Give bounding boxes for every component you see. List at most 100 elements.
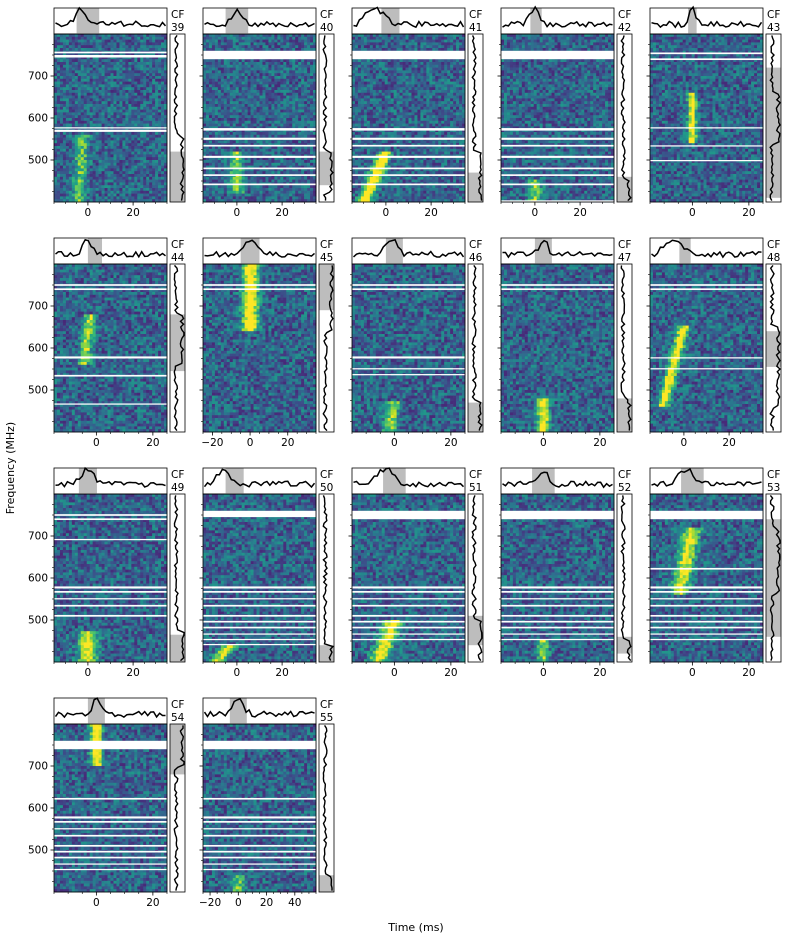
heatmap-cell [54,160,57,163]
heatmap-cell [113,188,116,191]
flagged-channel-band [54,127,167,128]
heatmap-cell [125,171,128,174]
heatmap-cell [84,98,87,101]
heatmap-cell [75,154,78,157]
heatmap-cell [143,112,146,115]
heatmap-cell [122,104,125,107]
heatmap-cell [137,163,140,166]
heatmap-cell [251,90,254,93]
heatmap-cell [75,96,78,99]
heatmap-cell [63,79,66,82]
heatmap-cell [87,112,90,115]
heatmap-cell [307,107,310,110]
heatmap-cell [60,118,63,121]
heatmap-cell [307,98,310,101]
heatmap-cell [134,76,137,79]
heatmap-cell [149,143,152,146]
heatmap-cell [78,42,81,45]
heatmap-cell [209,118,212,121]
heatmap-cell [143,124,146,127]
heatmap-cell [236,59,239,62]
heatmap-cell [242,76,245,79]
heatmap-cell [298,70,301,73]
heatmap-cell [66,135,69,138]
heatmap-cell [75,135,78,138]
heatmap-cell [248,45,251,48]
heatmap-cell [113,180,116,183]
heatmap-cell [75,188,78,191]
heatmap-cell [99,171,102,174]
heatmap-cell [87,121,90,124]
heatmap-cell [277,59,280,62]
heatmap-cell [69,166,72,169]
heatmap-cell [155,124,158,127]
heatmap-cell [69,191,72,194]
heatmap-cell [54,171,57,174]
heatmap-cell [119,84,122,87]
heatmap-cell [131,171,134,174]
heatmap-cell [99,132,102,135]
heatmap-cell [254,98,257,101]
heatmap-cell [295,112,298,115]
heatmap-cell [239,48,242,51]
heatmap-cell [242,65,245,68]
heatmap-cell [72,93,75,96]
heatmap-cell [286,118,289,121]
heatmap-cell [102,68,105,71]
heatmap-cell [84,149,87,152]
heatmap-cell [227,65,230,68]
heatmap-cell [221,118,224,121]
heatmap-cell [60,68,63,71]
heatmap-cell [93,146,96,149]
heatmap-cell [221,42,224,45]
heatmap-cell [265,65,268,68]
heatmap-cell [227,93,230,96]
heatmap-cell [131,79,134,82]
heatmap-cell [227,124,230,127]
heatmap-cell [57,79,60,82]
heatmap-cell [230,68,233,71]
heatmap-cell [66,59,69,62]
heatmap-cell [227,37,230,40]
heatmap-cell [143,194,146,197]
heatmap-cell [286,149,289,152]
heatmap-cell [131,90,134,93]
heatmap-cell [137,196,140,199]
heatmap-cell [242,149,245,152]
heatmap-cell [233,84,236,87]
heatmap-cell [113,140,116,143]
heatmap-cell [206,62,209,65]
heatmap-cell [116,79,119,82]
heatmap-cell [125,34,128,37]
heatmap-cell [254,110,257,113]
heatmap-cell [224,140,227,143]
heatmap-cell [260,68,263,71]
heatmap-cell [203,140,206,143]
heatmap-cell [280,160,283,163]
heatmap-cell [203,121,206,124]
heatmap-cell [137,174,140,177]
heatmap-cell [212,42,215,45]
heatmap-cell [116,104,119,107]
heatmap-cell [158,59,161,62]
heatmap-cell [90,34,93,37]
heatmap-cell [161,48,164,51]
heatmap-cell [260,93,263,96]
heatmap-cell [212,84,215,87]
heatmap-cell [301,59,304,62]
heatmap-cell [224,121,227,124]
heatmap-cell [295,84,298,87]
heatmap-cell [116,121,119,124]
heatmap-cell [99,143,102,146]
heatmap-cell [301,48,304,51]
heatmap-cell [158,65,161,68]
heatmap-cell [90,73,93,76]
heatmap-cell [203,82,206,85]
heatmap-cell [149,171,152,174]
heatmap-cell [298,62,301,65]
heatmap-cell [102,160,105,163]
heatmap-cell [60,37,63,40]
heatmap-cell [254,48,257,51]
heatmap-cell [128,115,131,118]
heatmap-cell [280,163,283,166]
